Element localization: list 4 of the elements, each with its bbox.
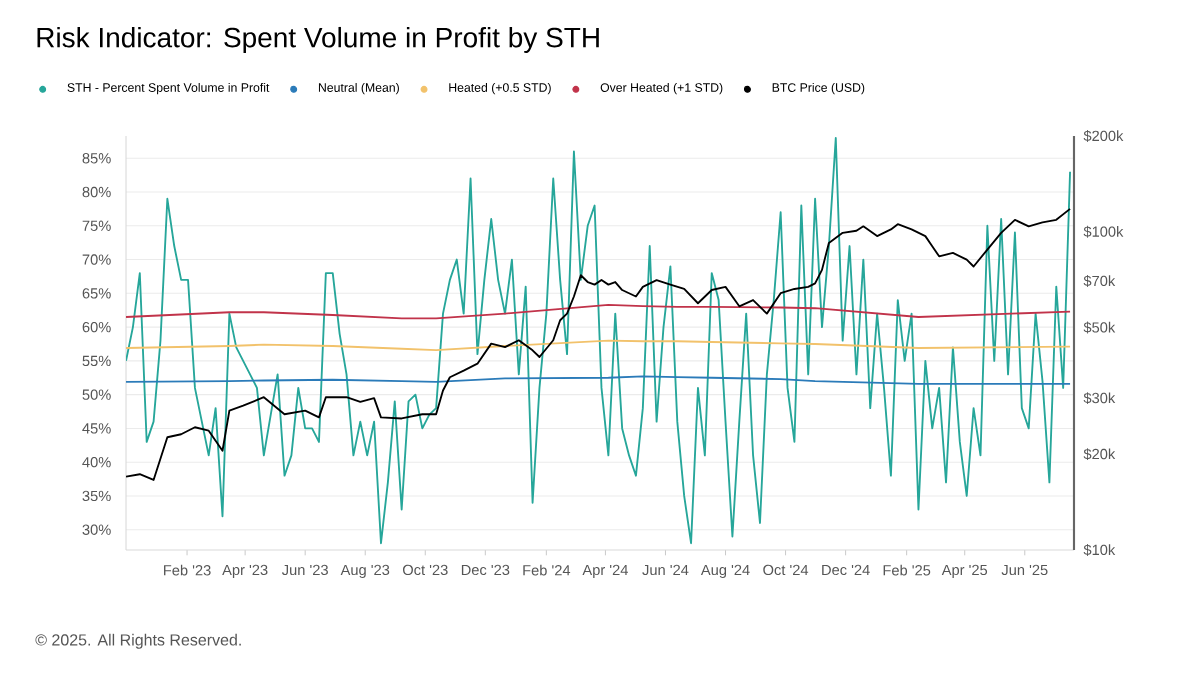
line-series [126, 303, 1071, 320]
chart-title: Risk Indicator: Spent Volume in Profit by STH [37, 26, 599, 54]
text: © 2025. All Rights Reserved. [35, 633, 241, 649]
line-series [126, 207, 1071, 481]
